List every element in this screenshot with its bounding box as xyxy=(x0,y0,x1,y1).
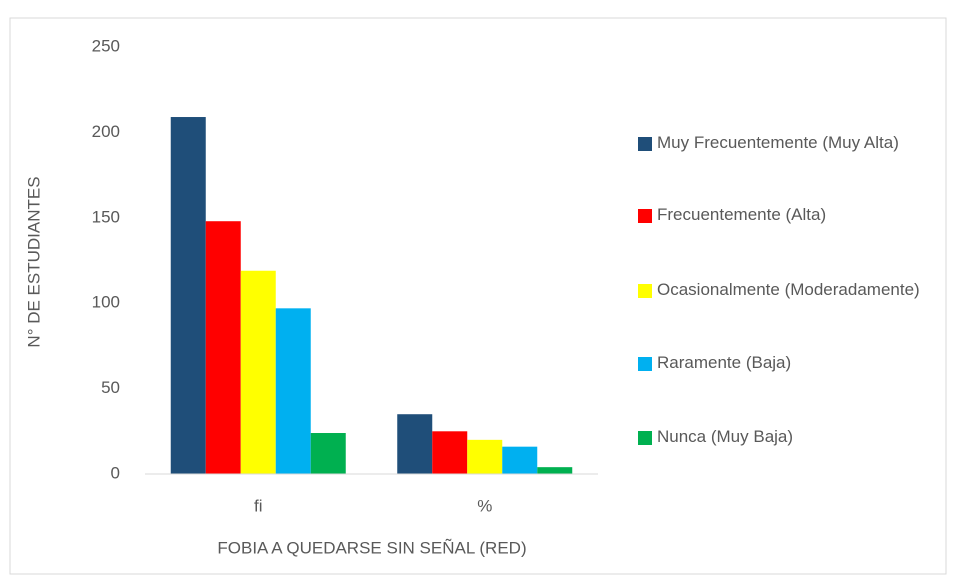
y-tick-label: 200 xyxy=(92,122,120,141)
legend-swatch xyxy=(638,137,652,151)
x-tick-label: % xyxy=(477,496,492,515)
bar xyxy=(537,467,573,474)
bar xyxy=(170,117,206,474)
y-tick-label: 0 xyxy=(111,463,120,482)
legend-item: Nunca (Muy Baja) xyxy=(636,425,926,449)
legend-label: Muy Frecuentemente (Muy Alta) xyxy=(657,133,899,152)
bar xyxy=(205,221,241,474)
y-axis-title: N° DE ESTUDIANTES xyxy=(24,176,43,347)
legend-label: Ocasionalmente (Moderadamente) xyxy=(657,280,920,299)
legend-swatch xyxy=(638,284,652,298)
legend-item: Frecuentemente (Alta) xyxy=(636,203,926,227)
legend-swatch xyxy=(638,209,652,223)
bar xyxy=(275,308,311,474)
legend-swatch xyxy=(638,357,652,371)
legend-label: Raramente (Baja) xyxy=(657,353,792,372)
chart-border xyxy=(9,17,947,575)
bar xyxy=(310,433,346,474)
legend-item: Raramente (Baja) xyxy=(636,351,926,375)
bar xyxy=(502,446,538,474)
legend-label: Nunca (Muy Baja) xyxy=(657,427,794,446)
y-tick-label: 250 xyxy=(92,36,120,55)
legend-swatch xyxy=(638,431,652,445)
bar xyxy=(397,414,433,474)
x-axis-title: FOBIA A QUEDARSE SIN SEÑAL (RED) xyxy=(217,538,526,557)
y-tick-label: 100 xyxy=(92,293,120,312)
x-tick-label: fi xyxy=(254,496,263,515)
y-tick-label: 50 xyxy=(101,378,120,397)
bar xyxy=(240,270,276,474)
y-tick-label: 150 xyxy=(92,207,120,226)
bar xyxy=(432,431,468,474)
legend-label: Frecuentemente (Alta) xyxy=(657,205,827,224)
legend-item: Ocasionalmente (Moderadamente) xyxy=(636,278,926,302)
legend-item: Muy Frecuentemente (Muy Alta) xyxy=(636,131,926,155)
bar xyxy=(467,439,503,474)
